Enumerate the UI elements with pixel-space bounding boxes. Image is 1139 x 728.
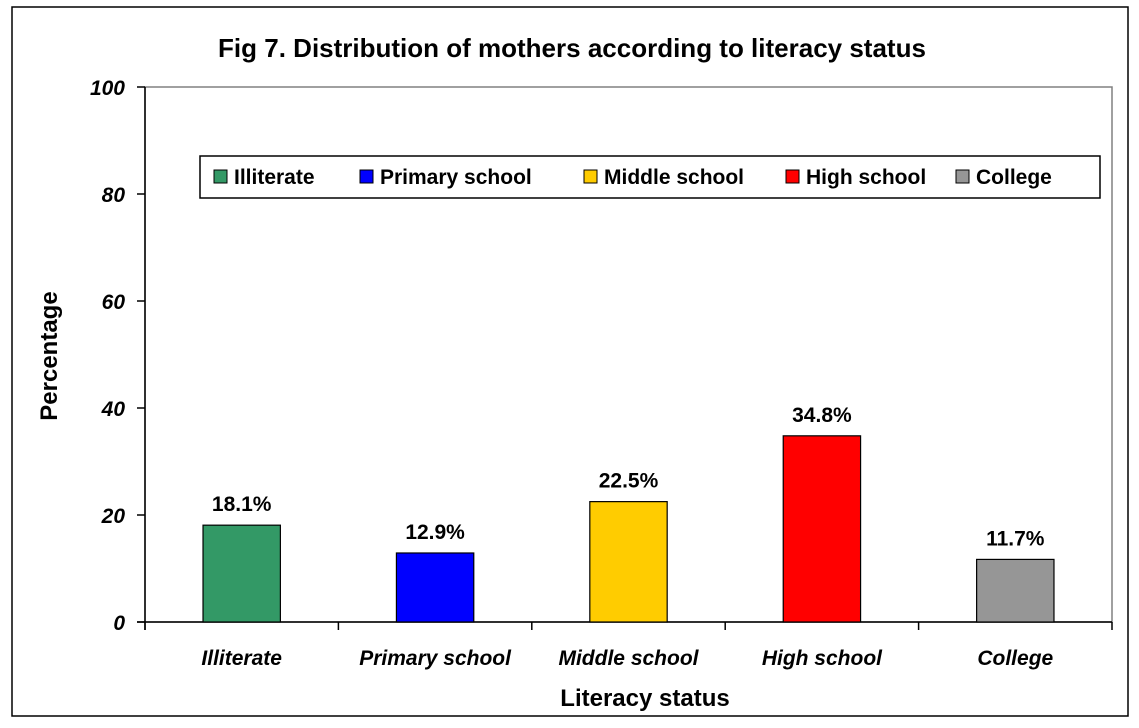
legend-swatch [955,169,970,184]
bars-layer [202,435,1055,623]
y-axis-title: Percentage [36,291,63,420]
legend-label: High school [806,166,926,189]
x-tick-label: High school [762,647,883,670]
data-label: 34.8% [792,404,852,427]
bar [976,558,1055,623]
x-tick-label: Middle school [558,647,699,670]
y-tick-label: 60 [102,291,126,314]
bar [395,552,475,623]
bar [782,435,862,623]
data-label: 22.5% [599,470,659,493]
y-tick-label: 40 [101,398,126,421]
y-tick-label: 20 [101,505,126,528]
legend-label: Primary school [380,166,532,189]
y-tick-label: 80 [102,184,126,207]
legend-label: Illiterate [234,166,315,189]
legend-box [199,155,1101,199]
data-label: 11.7% [986,527,1045,550]
chart-title: Fig 7. Distribution of mothers according… [218,33,926,63]
legend-swatch [359,169,374,184]
x-tick-label: College [977,647,1053,670]
y-tick-label: 0 [113,612,125,635]
legend-label: Middle school [604,166,744,189]
data-label: 18.1% [212,493,272,516]
legend-swatch [213,169,228,184]
legend-swatch [583,169,598,184]
x-axis-title: Literacy status [560,685,729,712]
legend: Illiterate Primary school Middle school Hig… [199,155,1101,199]
legend-swatch [785,169,800,184]
bar [589,501,668,623]
data-label: 12.9% [405,521,465,544]
legend-label: College [976,166,1052,189]
x-tick-label: Illiterate [201,647,282,670]
bar [202,524,281,623]
data-labels-layer: 18.1% 12.9% 22.5% 34.8% 11.7% [212,404,1045,551]
y-tick-label: 100 [90,77,125,100]
x-tick-label: Primary school [359,647,512,670]
